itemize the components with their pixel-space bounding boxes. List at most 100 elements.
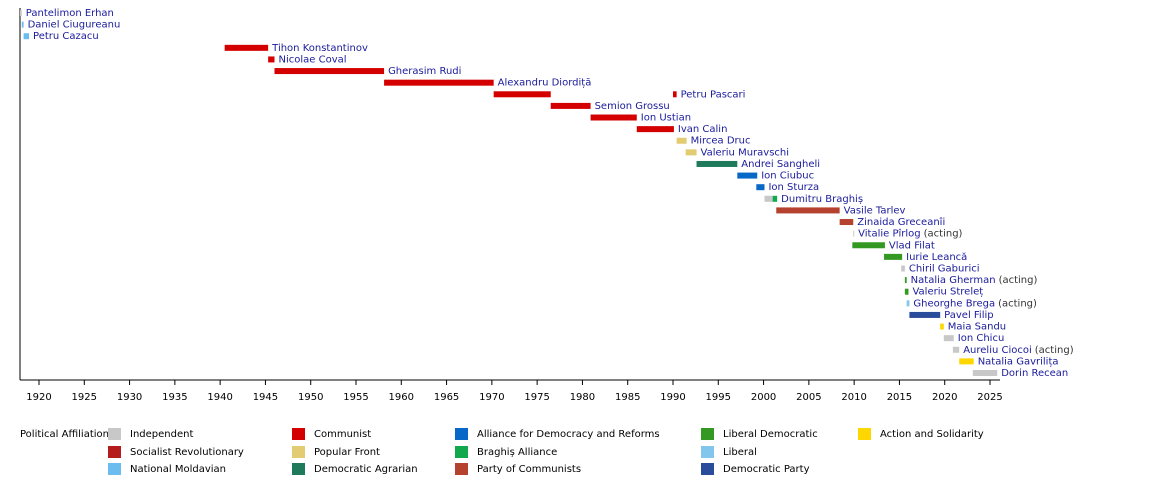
legend-label: Liberal Democratic xyxy=(723,429,818,440)
pm-name: Dumitru Braghiș xyxy=(781,194,863,205)
row-label: Ion Ciubuc xyxy=(761,171,814,182)
pm-name: Gherasim Rudi xyxy=(388,66,461,77)
row-label: Alexandru Diordiță xyxy=(498,78,592,89)
legend-label: Alliance for Democracy and Reforms xyxy=(477,429,660,440)
term-bar xyxy=(776,207,840,214)
term-bar xyxy=(853,230,855,237)
pm-name: Vasile Tarlev xyxy=(844,205,906,216)
legend-swatch xyxy=(108,463,121,475)
pm-name: Valeriu Streleț xyxy=(912,287,983,298)
term-bar xyxy=(940,323,944,330)
term-bar xyxy=(764,195,773,202)
pm-note: (acting) xyxy=(999,275,1038,286)
legend-title: Political Affiliation: xyxy=(20,429,112,440)
legend-label: Liberal xyxy=(723,447,757,458)
pm-name: Tihon Konstantinov xyxy=(271,43,368,54)
x-tick-label: 1950 xyxy=(298,392,323,403)
row-label: Gherasim Rudi xyxy=(388,66,461,77)
term-bar xyxy=(959,358,974,365)
pm-note: (acting) xyxy=(924,229,963,240)
term-bar xyxy=(901,265,905,272)
term-bar xyxy=(756,184,765,191)
term-bar xyxy=(274,68,385,75)
term-bar xyxy=(19,10,22,16)
x-tick-label: 2000 xyxy=(751,392,776,403)
term-bar xyxy=(224,44,269,51)
term-bar xyxy=(23,33,30,40)
legend-label: Action and Solidarity xyxy=(880,429,984,440)
term-bar xyxy=(673,91,677,98)
term-bar xyxy=(384,79,494,86)
x-tick-label: 2015 xyxy=(887,392,912,403)
row-label: Vasile Tarlev xyxy=(844,205,906,216)
row-label: Semion Grossu xyxy=(595,101,670,112)
term-bar xyxy=(943,335,954,342)
legend-label: Socialist Revolutionary xyxy=(130,447,244,458)
x-tick-label: 2005 xyxy=(796,392,821,403)
legend-label: Independent xyxy=(130,429,193,440)
term-bar xyxy=(550,102,591,109)
pm-name: Zinaida Greceanîi xyxy=(857,216,945,228)
x-tick-label: 1985 xyxy=(615,392,640,403)
row-label: Petru Pascari xyxy=(681,89,746,100)
pm-name: Semion Grossu xyxy=(595,101,670,112)
pm-note: (acting) xyxy=(1035,345,1074,356)
row-label: Ion Chicu xyxy=(958,333,1005,344)
x-tick-label: 1925 xyxy=(72,392,97,403)
row-label: Mircea Druc xyxy=(691,136,751,147)
row-label: Aureliu Ciocoi (acting) xyxy=(963,345,1073,356)
x-tick-label: 1990 xyxy=(660,392,685,403)
pm-name: Pavel Filip xyxy=(944,310,993,321)
pm-name: Daniel Ciugureanu xyxy=(28,20,121,31)
pm-name: Maia Sandu xyxy=(948,322,1006,333)
legend-swatch xyxy=(701,463,714,475)
x-tick-label: 1935 xyxy=(162,392,187,403)
term-bar xyxy=(884,253,903,260)
pm-name: Petru Cazacu xyxy=(33,31,99,42)
x-tick-label: 1970 xyxy=(479,392,504,403)
pm-name: Ivan Calin xyxy=(678,124,728,135)
row-label: Valeriu Muravschi xyxy=(701,147,789,158)
x-tick-label: 1965 xyxy=(434,392,459,403)
term-bar xyxy=(972,370,998,376)
pm-note: (acting) xyxy=(998,298,1037,309)
term-bar xyxy=(906,300,910,307)
legend-label: Democratic Agrarian xyxy=(314,464,418,475)
term-bar xyxy=(685,149,697,156)
term-bar xyxy=(636,126,674,133)
pm-name: Ion Sturza xyxy=(768,182,819,193)
pm-name: Alexandru Diordiță xyxy=(498,78,592,89)
row-label: Valeriu Streleț xyxy=(912,287,983,298)
term-bar xyxy=(590,114,637,121)
row-label: Natalia Gavrilița xyxy=(978,356,1059,367)
row-label: Chiril Gaburici xyxy=(909,263,980,274)
row-label: Vlad Filat xyxy=(889,240,935,251)
term-bar xyxy=(493,91,551,98)
pm-name: Pantelimon Erhan xyxy=(26,8,114,19)
row-label: Tihon Konstantinov xyxy=(271,43,368,54)
legend-label: Democratic Party xyxy=(723,464,810,475)
row-label: Daniel Ciugureanu xyxy=(28,20,121,31)
term-bar xyxy=(904,288,909,295)
legend-swatch xyxy=(292,446,305,458)
row-label: Nicolae Coval xyxy=(278,54,346,65)
pm-name: Valeriu Muravschi xyxy=(701,147,789,158)
term-bar xyxy=(772,195,778,202)
x-tick-label: 1995 xyxy=(706,392,731,403)
pm-name: Chiril Gaburici xyxy=(909,263,980,274)
x-tick-label: 2010 xyxy=(841,392,866,403)
row-label: Iurie Leancă xyxy=(906,252,967,263)
pm-name: Ion Ustian xyxy=(641,113,691,124)
legend-label: National Moldavian xyxy=(130,464,226,475)
row-label: Andrei Sangheli xyxy=(741,159,820,170)
pm-name: Gheorghe Brega xyxy=(913,298,995,309)
legend-swatch xyxy=(455,463,468,475)
row-label: Pantelimon Erhan xyxy=(26,8,114,19)
row-label: Zinaida Greceanîi xyxy=(857,216,945,228)
legend-label: Popular Front xyxy=(314,447,380,458)
pm-name: Ion Ciubuc xyxy=(761,171,814,182)
row-label: Pavel Filip xyxy=(944,310,993,321)
pm-name: Natalia Gavrilița xyxy=(978,356,1059,367)
legend-swatch xyxy=(108,428,121,440)
row-label: Dumitru Braghiș xyxy=(781,194,863,205)
